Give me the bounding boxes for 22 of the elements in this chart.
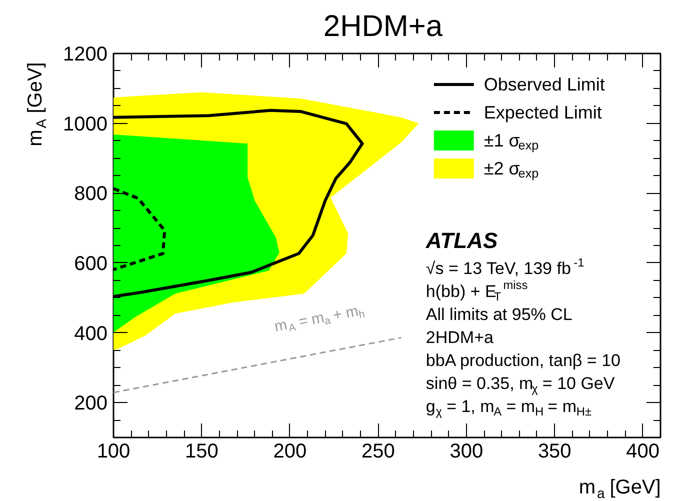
y-tick-label: 1000 [63, 113, 108, 136]
y-axis-title: mA [GeV] [24, 62, 50, 146]
annotation: 2HDM+a [426, 328, 494, 347]
x-tick-label: 200 [273, 440, 307, 462]
annotation: mA = ma + mh [273, 302, 366, 336]
y-tick-label: 400 [74, 322, 108, 345]
legend-label: Expected Limit [484, 102, 602, 122]
x-tick-label: 300 [450, 440, 484, 462]
y-tick-label: 200 [74, 392, 108, 415]
chart-title: 2HDM+a [323, 10, 443, 43]
y-tick-label: 600 [74, 252, 108, 275]
x-tick-label: 100 [96, 440, 130, 462]
x-tick-label: 400 [626, 440, 660, 462]
annotation: All limits at 95% CL [426, 305, 572, 324]
x-tick-label: 350 [538, 440, 572, 462]
x-tick-label: 150 [185, 440, 218, 462]
y-tick-label: 800 [74, 183, 108, 206]
y-tick-label: 1200 [63, 44, 108, 66]
annotation: ATLAS [424, 228, 498, 253]
x-tick-label: 250 [361, 440, 395, 462]
legend-label: Observed Limit [484, 74, 605, 94]
annotation: bbA production, tanβ = 10 [426, 351, 620, 370]
